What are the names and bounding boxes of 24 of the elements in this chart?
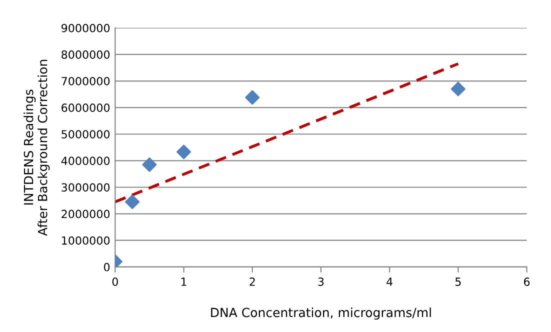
x-tick-label: 4 [386,278,392,286]
y-tick-label: 9000000 [62,24,110,32]
y-tick-label: 1000000 [62,236,110,245]
point [176,144,192,160]
y-tick-label: 2000000 [62,210,110,218]
y-tick-label: 5000000 [62,130,110,139]
x-tick-label: 5 [455,278,461,286]
x-tick-label: 1 [181,278,186,286]
y-tick-label: 7000000 [62,76,110,86]
point [450,82,466,96]
y-axis-title: INTDENS Readings After Background Correction [24,60,50,236]
x-tick-label: 3 [318,278,324,286]
point [245,90,260,105]
y-tick-label: 6000000 [62,104,110,112]
x-tick-label: 6 [524,278,530,286]
x-axis-title: DNA Concentration, micrograms/ml [211,308,431,320]
x-tick-label: 0 [112,278,118,286]
y-tick-label: 4000000 [61,156,110,166]
x-tick-label: 2 [250,278,255,286]
point [125,194,140,210]
y-tick-label: 8000000 [62,50,110,59]
y-tick-label: 3000000 [62,183,110,192]
point [142,157,157,172]
y-tick-label: 0 [104,262,110,272]
